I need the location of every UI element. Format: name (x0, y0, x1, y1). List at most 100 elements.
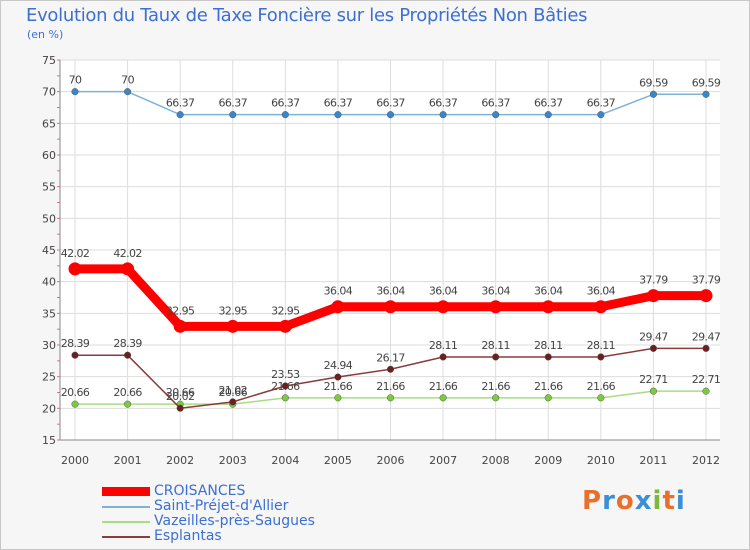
data-label: 29.47 (692, 330, 721, 343)
data-label: 70 (121, 74, 134, 87)
data-label: 28.11 (481, 339, 510, 352)
data-label: 37.79 (692, 274, 721, 287)
data-label: 36.04 (587, 285, 616, 298)
legend-item: Saint-Préjet-d'Allier (102, 499, 315, 514)
x-tick-label: 2009 (534, 454, 562, 467)
data-point (124, 351, 132, 359)
data-point (699, 289, 713, 303)
data-point (597, 353, 605, 361)
data-point (124, 88, 132, 96)
chart-unit-label: (en %) (27, 28, 64, 41)
data-label: 36.04 (429, 285, 458, 298)
data-point (334, 394, 342, 402)
x-tick-label: 2002 (166, 454, 194, 467)
data-label: 21.66 (324, 380, 353, 393)
legend-label: Saint-Préjet-d'Allier (154, 498, 289, 514)
data-label: 22.71 (692, 373, 721, 386)
data-label: 28.39 (61, 337, 90, 350)
y-tick-label: 45 (42, 244, 56, 257)
data-label: 24.94 (324, 359, 353, 372)
y-tick-label: 65 (42, 117, 56, 130)
y-tick-label: 60 (42, 149, 56, 162)
x-tick-label: 2004 (271, 454, 299, 467)
data-label: 69.59 (639, 76, 668, 89)
data-label: 20.02 (166, 390, 195, 403)
data-label: 32.95 (166, 304, 195, 317)
data-point (176, 404, 184, 412)
data-label: 36.04 (481, 285, 510, 298)
data-point (439, 353, 447, 361)
legend-swatch (102, 520, 150, 523)
legend-label: Vazeilles-près-Saugues (154, 513, 315, 529)
data-label: 32.95 (271, 304, 300, 317)
data-point (702, 344, 710, 352)
data-point (541, 300, 555, 314)
data-point (492, 353, 500, 361)
data-point (229, 398, 237, 406)
proxiti-logo: Proxiti (582, 486, 686, 516)
data-point (649, 90, 657, 98)
legend-item: Esplantas (102, 529, 315, 544)
data-label: 28.11 (587, 339, 616, 352)
data-label: 32.95 (219, 304, 248, 317)
y-tick-label: 35 (42, 307, 56, 320)
data-point (702, 90, 710, 98)
data-label: 21.66 (587, 380, 616, 393)
x-tick-label: 2011 (639, 454, 667, 467)
data-point (386, 394, 395, 402)
data-point (71, 88, 79, 96)
data-label: 66.37 (429, 97, 458, 110)
x-tick-label: 2007 (429, 454, 457, 467)
data-label: 36.04 (324, 285, 353, 298)
data-label: 20.66 (61, 386, 90, 399)
y-tick-label: 25 (42, 371, 56, 384)
data-point (597, 394, 605, 402)
data-point (229, 111, 237, 119)
data-point (492, 394, 500, 402)
x-tick-label: 2000 (61, 454, 89, 467)
data-label: 70 (69, 74, 82, 87)
data-point (124, 400, 132, 408)
data-point (597, 111, 605, 119)
data-point (439, 394, 447, 402)
data-label: 66.37 (534, 97, 563, 110)
data-point (439, 111, 447, 119)
data-label: 21.02 (219, 384, 248, 397)
chart-legend: CROISANCES Saint-Préjet-d'Allier Vazeilles… (102, 484, 315, 544)
y-tick-label: 70 (42, 86, 56, 99)
logo-letter: P (582, 486, 603, 516)
logo-letter: r (602, 486, 616, 516)
data-point (281, 111, 289, 119)
data-point (334, 111, 342, 119)
y-tick-label: 40 (42, 276, 56, 289)
data-point (544, 353, 552, 361)
data-label: 36.04 (376, 285, 405, 298)
data-point (176, 111, 184, 119)
data-point (281, 394, 289, 402)
data-label: 29.47 (639, 330, 668, 343)
chart-title: Evolution du Taux de Taxe Foncière sur l… (26, 5, 588, 26)
data-label: 23.53 (271, 368, 300, 381)
data-label: 42.02 (113, 247, 142, 260)
legend-swatch (102, 535, 150, 538)
data-point (386, 365, 395, 373)
y-tick-label: 55 (42, 181, 56, 194)
data-point (386, 111, 395, 119)
data-point (334, 373, 342, 381)
y-tick-label: 50 (42, 212, 56, 225)
data-point (68, 262, 82, 276)
data-label: 21.66 (534, 380, 563, 393)
data-point (173, 319, 187, 333)
data-label: 37.79 (639, 274, 668, 287)
data-label: 66.37 (271, 97, 300, 110)
data-point (331, 300, 345, 314)
logo-letter: o (615, 486, 635, 516)
x-tick-label: 2003 (219, 454, 247, 467)
y-tick-label: 20 (42, 402, 56, 415)
legend-label: Esplantas (154, 528, 222, 544)
data-point (702, 387, 710, 395)
data-point (594, 300, 608, 314)
data-label: 26.17 (376, 351, 405, 364)
logo-letter: i (652, 486, 663, 516)
